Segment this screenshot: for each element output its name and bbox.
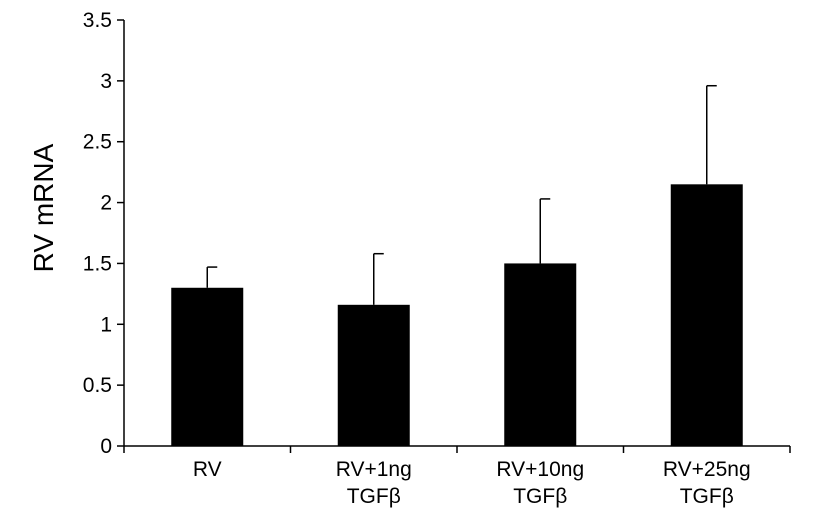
y-tick-label: 2 (100, 192, 112, 215)
x-category-label: RV+1ng (336, 458, 412, 481)
y-tick-label: 1.5 (83, 252, 112, 275)
y-tick-label: 0 (100, 435, 112, 458)
y-tick-label: 1 (100, 313, 112, 336)
x-category-label-line2: TGFβ (680, 485, 734, 508)
bar (171, 287, 244, 446)
y-tick-label: 3.5 (83, 9, 112, 32)
x-category-label-line2: TGFβ (513, 485, 567, 508)
bar (337, 304, 410, 446)
plot-area: 0 0.5 1 1.5 2 2.5 3 3.5 RV RV+1ng TGFβ RV+10ng TGFβ R… (83, 9, 791, 508)
y-tick-label: 2.5 (83, 131, 112, 154)
x-category-label-line2: TGFβ (347, 485, 401, 508)
y-axis-title: RV mRNA (28, 143, 59, 272)
x-category-label: RV+25ng (663, 458, 751, 481)
y-tick-label: 3 (100, 70, 112, 93)
y-tick-label: 0.5 (83, 374, 112, 397)
x-category-label: RV (193, 458, 222, 481)
bar (670, 184, 743, 447)
x-category-label: RV+10ng (496, 458, 584, 481)
bar (504, 263, 577, 446)
